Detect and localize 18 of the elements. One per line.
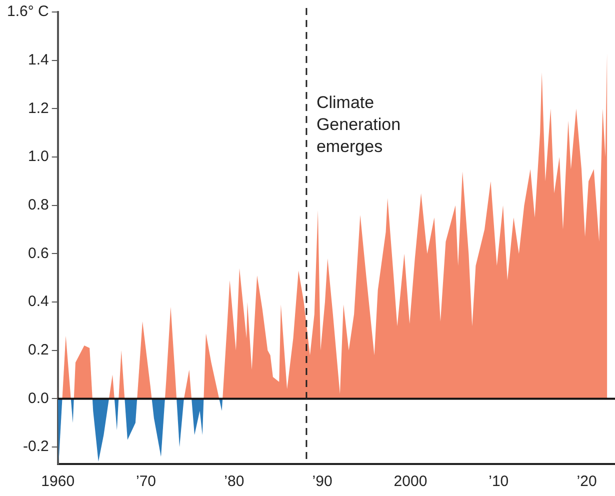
x-tick-label: 2000 [394, 473, 428, 490]
y-tick-label: 1.2 [28, 100, 49, 117]
x-tick-label: ’70 [136, 473, 156, 490]
y-tick-label: 0.6 [28, 244, 49, 262]
y-tick-label: 0.8 [28, 196, 49, 214]
y-tick-label: 1.0 [28, 148, 49, 166]
y-tick-label: 1.6° C [6, 3, 50, 20]
y-tick-label: 0.0 [28, 390, 49, 407]
ref-line-label: Climate Generation emerges [316, 93, 401, 156]
y-tick-label: 0.2 [28, 342, 49, 359]
x-tick-label: ’20 [576, 473, 597, 490]
y-tick-label: 1.4 [28, 51, 49, 68]
x-tick-label: ’80 [224, 473, 244, 490]
y-tick-label: 0.4 [28, 293, 49, 310]
x-tick-label: ’10 [488, 473, 509, 490]
y-tick-label: -0.2 [22, 438, 49, 456]
x-tick-label: ’90 [312, 473, 332, 490]
x-tick-label: 1960 [41, 473, 75, 490]
